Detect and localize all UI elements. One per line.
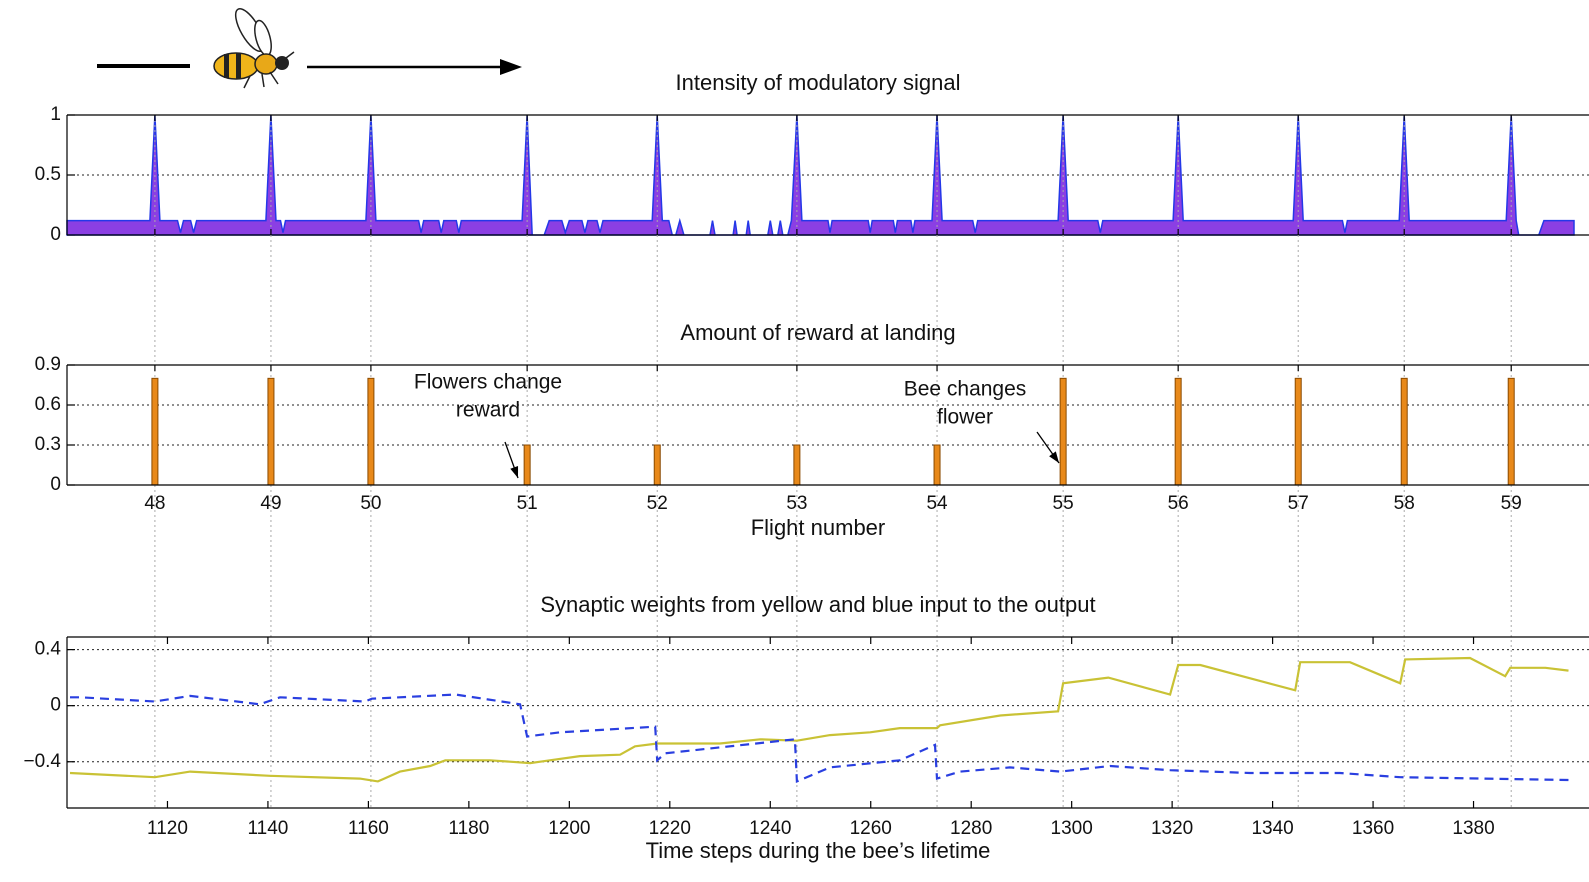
- y-tick-label: 1: [50, 104, 61, 125]
- x-tick-label: 57: [1288, 493, 1309, 514]
- y-tick-label: 0.5: [35, 164, 61, 185]
- bar: [1400, 377, 1408, 486]
- y-tick-label: 0: [50, 474, 61, 495]
- arrow-head: [1049, 451, 1059, 463]
- bar: [267, 377, 275, 486]
- x-tick-label: 1140: [248, 818, 289, 839]
- annotation: Bee changes: [904, 378, 1027, 401]
- y-tick-label: 0.9: [35, 354, 61, 375]
- x-tick-label: 53: [786, 493, 807, 514]
- bar: [523, 444, 531, 486]
- bar: [151, 377, 159, 486]
- x-tick-label: 1220: [649, 818, 691, 839]
- bee-icon: [97, 7, 522, 89]
- y-tick-label: 0: [50, 695, 61, 716]
- x-tick-label: 1180: [448, 818, 489, 839]
- x-tick-label: 1280: [950, 818, 992, 839]
- x-tick-label: 1240: [749, 818, 791, 839]
- x-tick-label: 52: [647, 493, 668, 514]
- panel-title: Synaptic weights from yellow and blue in…: [540, 592, 1095, 617]
- arrow-head: [510, 466, 519, 478]
- x-tick-label: 1340: [1251, 818, 1293, 839]
- x-tick-label: 1120: [147, 818, 188, 839]
- x-tick-label: 50: [360, 493, 381, 514]
- annotation: flower: [937, 406, 993, 429]
- x-tick-label: 48: [144, 493, 165, 514]
- x-axis-label: Time steps during the bee’s lifetime: [646, 838, 991, 863]
- panel-title: Amount of reward at landing: [680, 320, 955, 345]
- bar: [653, 444, 661, 486]
- weight-line: [69, 656, 1569, 783]
- annotation: Flowers change: [414, 371, 562, 394]
- x-tick-label: 51: [517, 493, 538, 514]
- panel-title: Intensity of modulatory signal: [676, 70, 961, 95]
- bar: [1507, 377, 1515, 486]
- x-tick-label: 1300: [1051, 818, 1093, 839]
- x-tick-label: 55: [1053, 493, 1074, 514]
- y-tick-label: 0.4: [35, 639, 62, 660]
- x-tick-label: 1320: [1151, 818, 1193, 839]
- x-tick-label: 54: [926, 493, 948, 514]
- annotation: reward: [456, 399, 520, 422]
- x-tick-label: 1360: [1352, 818, 1394, 839]
- x-tick-label: 56: [1168, 493, 1189, 514]
- bar: [933, 444, 941, 486]
- y-tick-label: 0: [50, 224, 61, 245]
- x-tick-label: 49: [260, 493, 281, 514]
- y-tick-label: 0.6: [35, 394, 61, 415]
- y-tick-label: 0.3: [35, 434, 61, 455]
- weight-line: [70, 693, 1569, 784]
- bar: [1174, 377, 1182, 486]
- x-axis-label: Flight number: [751, 515, 886, 540]
- bar: [793, 444, 801, 486]
- x-tick-label: 59: [1501, 493, 1522, 514]
- x-tick-label: 1200: [548, 818, 590, 839]
- bar: [1059, 377, 1067, 486]
- x-tick-label: 1260: [850, 818, 892, 839]
- bar: [367, 377, 375, 486]
- bar: [1294, 377, 1302, 486]
- x-tick-label: 1380: [1452, 818, 1494, 839]
- x-tick-label: 1160: [348, 818, 389, 839]
- y-tick-label: −0.4: [23, 751, 61, 772]
- x-tick-label: 58: [1394, 493, 1415, 514]
